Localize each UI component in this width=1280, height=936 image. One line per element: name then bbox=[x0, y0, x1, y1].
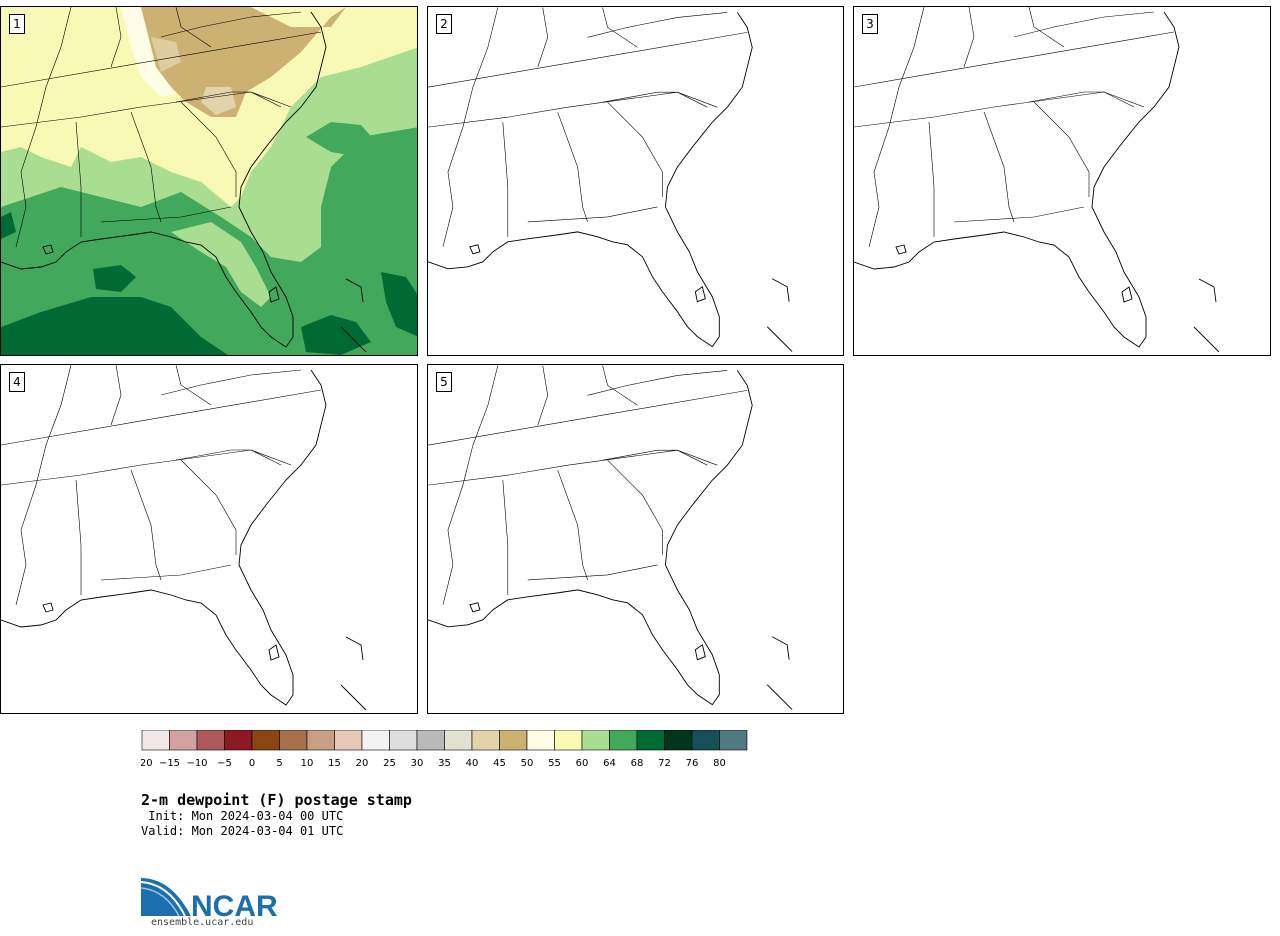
colorbar-swatch bbox=[416, 730, 445, 751]
state-boundaries bbox=[1, 7, 367, 353]
colorbar-swatch bbox=[719, 730, 748, 751]
colorbar-swatch bbox=[581, 730, 610, 751]
colorbar-swatch bbox=[609, 730, 638, 751]
colorbar-tick-label: 35 bbox=[438, 758, 451, 769]
logo-wordmark: NCAR bbox=[191, 890, 278, 918]
colorbar-tick-label: 80 bbox=[713, 758, 726, 769]
panel-number-1: 1 bbox=[9, 14, 25, 34]
colorbar-legend: −20 −15 −10 −5 0 5 10 15 20 25 30 35 40 45 50 55 60 64 68 7… bbox=[141, 730, 748, 769]
colorbar-tick-label: 40 bbox=[466, 758, 479, 769]
state-boundaries bbox=[428, 365, 793, 710]
colorbar-tick-label: 15 bbox=[328, 758, 341, 769]
stamp-panel-1[interactable]: 1 bbox=[0, 6, 418, 356]
stamp-panel-2[interactable]: 2 bbox=[427, 6, 844, 356]
colorbar-tick-label: −20 bbox=[141, 758, 153, 769]
colorbar-swatch bbox=[141, 730, 170, 751]
colorbar-swatch bbox=[664, 730, 693, 751]
colorbar-swatch bbox=[361, 730, 390, 751]
colorbar-tick-label: 25 bbox=[383, 758, 396, 769]
colorbar-swatch bbox=[224, 730, 253, 751]
colorbar-swatch bbox=[636, 730, 665, 751]
colorbar-tick-label: 64 bbox=[603, 758, 616, 769]
panel-number-5: 5 bbox=[436, 372, 452, 392]
colorbar-tick-label: 45 bbox=[493, 758, 506, 769]
ncar-logo: NCAR bbox=[141, 878, 278, 918]
colorbar-swatch bbox=[334, 730, 363, 751]
colorbar-tick-label: −10 bbox=[186, 758, 207, 769]
stamp-panel-3[interactable]: 3 bbox=[853, 6, 1271, 356]
colorbar-tick-label: 10 bbox=[301, 758, 314, 769]
colorbar-swatch bbox=[526, 730, 555, 751]
colorbar-swatch bbox=[389, 730, 418, 751]
state-boundaries bbox=[428, 7, 793, 352]
colorbar-swatch bbox=[444, 730, 473, 751]
colorbar-tick-label: −5 bbox=[217, 758, 232, 769]
dewpoint-fill-map bbox=[1, 7, 417, 355]
colorbar-swatch bbox=[251, 730, 280, 751]
colorbar-tick-label: 0 bbox=[249, 758, 255, 769]
colorbar-tick-label: 76 bbox=[686, 758, 699, 769]
site-url: ensemble.ucar.edu bbox=[151, 917, 254, 928]
colorbar-tick-label: 55 bbox=[548, 758, 561, 769]
stamp-panel-4[interactable]: 4 bbox=[0, 364, 418, 714]
valid-time: Valid: Mon 2024-03-04 01 UTC bbox=[141, 824, 344, 838]
colorbar-tick-label: 30 bbox=[411, 758, 424, 769]
panel-number-2: 2 bbox=[436, 14, 452, 34]
colorbar-tick-label: 50 bbox=[521, 758, 534, 769]
panel-number-4: 4 bbox=[9, 372, 25, 392]
colorbar-swatch bbox=[691, 730, 720, 751]
colorbar-swatch bbox=[471, 730, 500, 751]
state-boundaries bbox=[854, 7, 1220, 353]
panel-number-3: 3 bbox=[862, 14, 878, 34]
colorbar-swatch bbox=[306, 730, 335, 751]
colorbar-tick-label: 60 bbox=[576, 758, 589, 769]
colorbar-swatch bbox=[554, 730, 583, 751]
colorbar-swatch bbox=[499, 730, 528, 751]
init-time: Init: Mon 2024-03-04 00 UTC bbox=[141, 809, 344, 823]
colorbar-tick-label: 68 bbox=[631, 758, 644, 769]
colorbar-tick-label: 20 bbox=[356, 758, 369, 769]
colorbar-swatch bbox=[279, 730, 308, 751]
plot-title: 2-m dewpoint (F) postage stamp bbox=[141, 791, 412, 809]
colorbar-swatch bbox=[169, 730, 198, 751]
colorbar-tick-label: −15 bbox=[159, 758, 180, 769]
colorbar-tick-label: 5 bbox=[276, 758, 282, 769]
colorbar-swatch bbox=[196, 730, 225, 751]
colorbar-tick-label: 72 bbox=[658, 758, 671, 769]
stamp-panel-5[interactable]: 5 bbox=[427, 364, 844, 714]
state-boundaries bbox=[1, 365, 367, 711]
